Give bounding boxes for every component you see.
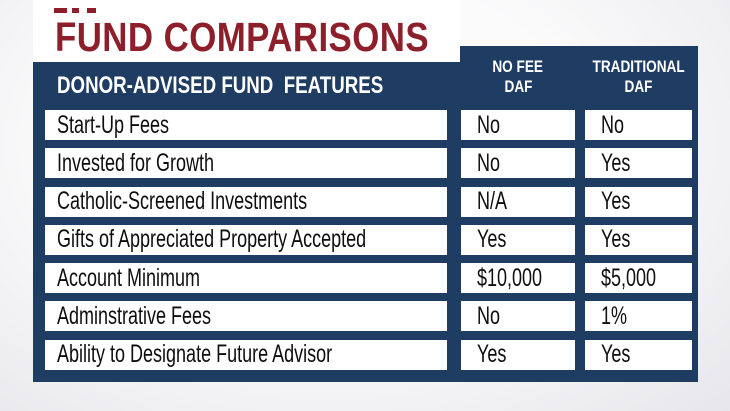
feature-label: Adminstrative Fees bbox=[57, 301, 212, 330]
feature-cell: Start-Up Fees bbox=[45, 110, 447, 140]
value-label: No bbox=[477, 110, 501, 139]
value-label: 1% bbox=[601, 301, 628, 330]
value-label: Yes bbox=[601, 148, 631, 177]
red-dash-mark bbox=[87, 8, 96, 13]
value-cell-traditional: No bbox=[585, 110, 692, 140]
feature-label: Gifts of Appreciated Property Accepted bbox=[57, 225, 367, 254]
feature-label: Catholic-Screened Investments bbox=[57, 187, 308, 216]
value-cell-traditional: $5,000 bbox=[585, 263, 692, 294]
value-cell-no-fee: N/A bbox=[461, 186, 575, 217]
value-label: N/A bbox=[477, 187, 508, 216]
feature-label: Ability to Designate Future Advisor bbox=[57, 340, 333, 369]
value-label: Yes bbox=[477, 225, 507, 254]
value-cell-traditional: Yes bbox=[585, 186, 692, 217]
feature-cell: Catholic-Screened Investments bbox=[45, 186, 447, 217]
red-dash-mark bbox=[72, 8, 79, 13]
traditional-daf-column: No Yes Yes Yes $5,000 1% Yes bbox=[585, 110, 692, 370]
feature-cell: Adminstrative Fees bbox=[45, 301, 447, 332]
value-label: No bbox=[477, 148, 501, 177]
page-title: FUND COMPARISONS bbox=[55, 14, 495, 60]
value-cell-no-fee: No bbox=[461, 301, 575, 332]
column-header-line: TRADITIONAL bbox=[592, 57, 685, 76]
column-header-no-fee-daf: NO FEE DAF bbox=[461, 46, 575, 108]
value-cell-traditional: 1% bbox=[585, 301, 692, 332]
feature-cell: Invested for Growth bbox=[45, 148, 447, 179]
feature-label: Account Minimum bbox=[57, 263, 201, 292]
column-header-line: NO FEE bbox=[492, 57, 544, 76]
feature-column-header-text: DONOR-ADVISED FUND FEATURES bbox=[57, 72, 384, 99]
value-cell-traditional: Yes bbox=[585, 224, 692, 255]
red-dash-mark bbox=[54, 8, 67, 13]
value-label: Yes bbox=[477, 340, 507, 369]
value-label: No bbox=[477, 301, 501, 330]
value-cell-no-fee: Yes bbox=[461, 339, 575, 370]
page-title-text: FUND COMPARISONS bbox=[55, 14, 430, 60]
value-cell-traditional: Yes bbox=[585, 339, 692, 370]
value-cell-no-fee: Yes bbox=[461, 224, 575, 255]
value-label: Yes bbox=[601, 225, 631, 254]
column-header-line: DAF bbox=[504, 77, 532, 96]
value-label: No bbox=[601, 110, 625, 139]
feature-cell: Ability to Designate Future Advisor bbox=[45, 339, 447, 370]
value-cell-traditional: Yes bbox=[585, 148, 692, 179]
column-header-traditional-daf: TRADITIONAL DAF bbox=[585, 46, 692, 108]
title-band bbox=[33, 0, 460, 62]
value-label: Yes bbox=[601, 340, 631, 369]
feature-cell: Account Minimum bbox=[45, 263, 447, 294]
feature-cell: Gifts of Appreciated Property Accepted bbox=[45, 224, 447, 255]
column-header-line: DAF bbox=[624, 77, 653, 96]
value-label: Yes bbox=[601, 187, 631, 216]
feature-column-header: DONOR-ADVISED FUND FEATURES bbox=[57, 62, 475, 110]
column-header-background bbox=[460, 46, 698, 76]
value-cell-no-fee: $10,000 bbox=[461, 263, 575, 294]
feature-label: Start-Up Fees bbox=[57, 110, 170, 139]
no-fee-daf-column: No No N/A Yes $10,000 No Yes bbox=[461, 110, 575, 370]
feature-label: Invested for Growth bbox=[57, 148, 215, 177]
value-cell-no-fee: No bbox=[461, 148, 575, 179]
value-label: $10,000 bbox=[477, 263, 543, 292]
value-label: $5,000 bbox=[601, 263, 657, 292]
value-cell-no-fee: No bbox=[461, 110, 575, 140]
features-column: Start-Up Fees Invested for Growth Cathol… bbox=[45, 110, 447, 370]
